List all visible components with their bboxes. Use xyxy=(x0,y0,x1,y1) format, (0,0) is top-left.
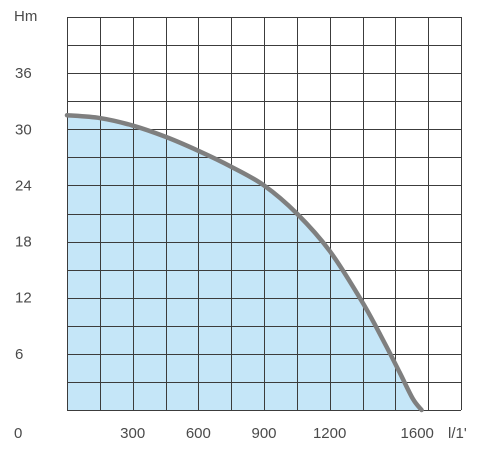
x-tick-label: 1200 xyxy=(313,425,346,442)
y-tick-label: 18 xyxy=(15,234,32,251)
origin-label: 0 xyxy=(14,425,22,442)
x-tick-label: 300 xyxy=(120,425,145,442)
x-tick-label: 600 xyxy=(186,425,211,442)
y-tick-label: 6 xyxy=(15,346,23,363)
area-layer xyxy=(67,115,422,410)
grid-layer xyxy=(67,17,462,411)
y-tick-label: 30 xyxy=(15,121,32,138)
y-tick-label: 12 xyxy=(15,290,32,307)
series-curve xyxy=(64,113,424,413)
y-tick-label: 24 xyxy=(15,177,32,194)
y-tick-label: 36 xyxy=(15,65,32,82)
x-tick-label: 1600 xyxy=(401,425,434,442)
series-area-fill xyxy=(67,115,422,410)
x-axis-unit-label: l/1' xyxy=(448,425,467,442)
curve-layer xyxy=(64,113,424,413)
label-layer: Hm l/1' 0 6 12 18 24 30 36 300 600 900 1200 1600 xyxy=(14,8,467,442)
x-tick-label: 900 xyxy=(251,425,276,442)
y-axis-unit-label: Hm xyxy=(14,8,37,25)
